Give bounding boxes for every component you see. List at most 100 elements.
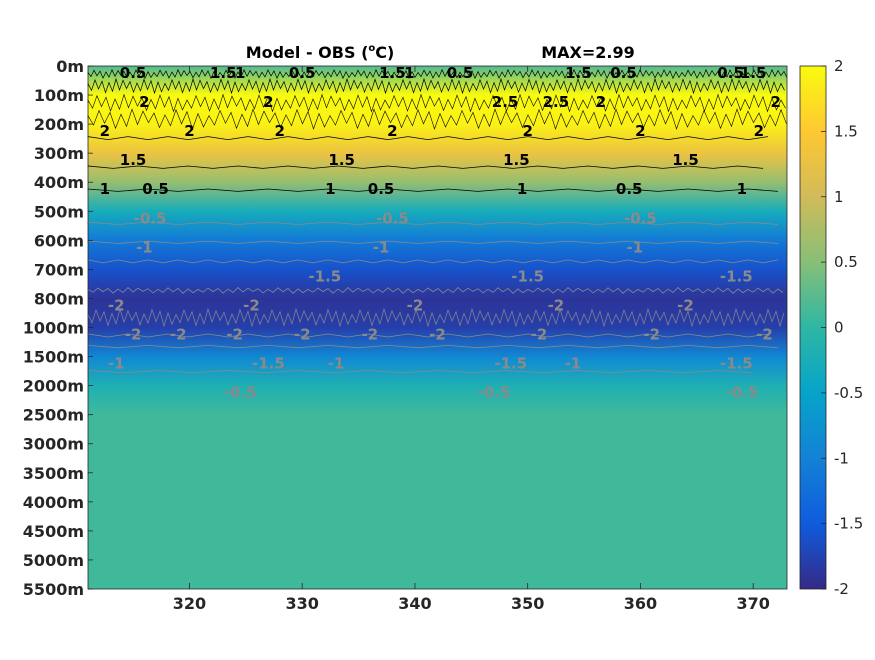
contour-label: 2 — [139, 93, 149, 111]
y-tick-label: 200m — [34, 115, 84, 134]
y-tick-label: 2000m — [23, 377, 84, 396]
contour-label: 2 — [387, 122, 397, 140]
contour-label: -2 — [125, 326, 142, 344]
contour-label: -1.5 — [720, 355, 753, 373]
contour-line-2-upper — [87, 108, 787, 130]
contour-line-neg-1-lower — [87, 344, 779, 349]
y-axis: 0m 100m 200m 300m 400m 500m 600m 700m 800m 1000m 1… — [23, 57, 93, 599]
y-tick-label: 800m — [34, 289, 84, 308]
x-tick-label: 320 — [173, 594, 206, 613]
colorbar-tick-label: 2 — [834, 57, 844, 75]
contour-label: -2 — [170, 326, 187, 344]
contour-line-1-5-lower — [87, 136, 769, 141]
contour-label: 1.5 — [565, 64, 592, 82]
contour-label: 0.5 — [447, 64, 474, 82]
colorbar-ticks: 2 1.5 1 0.5 0 -0.5 -1 -1.5 -2 — [821, 57, 863, 598]
contour-line-1-5 — [87, 77, 785, 95]
contour-label: 1.5 — [379, 64, 406, 82]
y-tick-label: 0m — [56, 57, 84, 76]
contour-label: 0.5 — [368, 180, 395, 198]
x-tick-label: 370 — [736, 594, 769, 613]
contour-line-neg-0-5-lower — [87, 370, 754, 374]
contour-label: -2 — [362, 326, 379, 344]
contour-label: -1.5 — [720, 267, 753, 285]
colorbar-tick-label: -1 — [834, 449, 849, 467]
contour-label: 1.5 — [740, 64, 767, 82]
contour-line-neg-0-5 — [87, 221, 779, 225]
colorbar-tick-label: 1 — [834, 188, 844, 206]
contour-label: -0.5 — [376, 209, 409, 227]
contour-label: -1.5 — [308, 267, 341, 285]
contour-line-2-5 — [87, 93, 786, 113]
contour-label: 1.5 — [503, 151, 530, 169]
contour-label: -1 — [564, 355, 581, 373]
contour-lines — [87, 68, 788, 374]
contour-label: 0.5 — [120, 64, 147, 82]
contour-line-1 — [87, 165, 764, 169]
y-tick-label: 5500m — [23, 580, 84, 599]
y-tick-label: 1000m — [23, 319, 84, 338]
colorbar-tick-label: -1.5 — [834, 515, 863, 533]
contour-label: 1 — [737, 180, 747, 198]
contour-label: 2 — [263, 93, 273, 111]
contour-label: -1 — [108, 355, 125, 373]
title-unit: C) — [375, 43, 394, 62]
contour-label: -2 — [677, 296, 694, 314]
contour-label: -0.5 — [224, 384, 257, 402]
contour-line-0-5 — [87, 188, 779, 192]
contour-line-neg-2-upper — [87, 287, 784, 294]
contour-label: 2 — [770, 93, 780, 111]
y-tick-label: 3500m — [23, 464, 84, 483]
contour-label: -1.5 — [252, 355, 285, 373]
contour-label: -1 — [136, 238, 153, 256]
contour-label: 0.5 — [717, 64, 744, 82]
contour-label: 1 — [325, 180, 335, 198]
x-tick-label: 330 — [286, 594, 319, 613]
contour-label: 1 — [517, 180, 527, 198]
contour-line-neg-2-lower — [87, 307, 785, 328]
contour-label: -1 — [328, 355, 345, 373]
contour-label: -0.5 — [624, 209, 657, 227]
contour-line-neg-1 — [87, 240, 779, 244]
x-tick-label: 340 — [398, 594, 431, 613]
contour-label: -1.5 — [511, 267, 544, 285]
contour-label: 2.5 — [492, 93, 519, 111]
contour-label: 0.5 — [289, 64, 316, 82]
contour-label: -1.5 — [494, 355, 527, 373]
y-tick-label: 300m — [34, 144, 84, 163]
colorbar-tick-label: 1.5 — [834, 122, 858, 140]
contour-label: -0.5 — [725, 384, 758, 402]
colorbar: 2 1.5 1 0.5 0 -0.5 -1 -1.5 -2 — [799, 57, 863, 598]
contour-label: -2 — [226, 326, 243, 344]
contour-label: 1 — [100, 180, 110, 198]
contour-label: -2 — [407, 296, 424, 314]
contour-label: 2 — [754, 122, 764, 140]
contour-label: -0.5 — [477, 384, 510, 402]
y-tick-label: 400m — [34, 173, 84, 192]
contour-label: 2.5 — [543, 93, 570, 111]
y-tick-label: 600m — [34, 231, 84, 250]
contour-line-neg-1-5 — [87, 259, 779, 264]
title-degree: o — [368, 43, 375, 54]
x-tick-label: 350 — [511, 594, 544, 613]
contour-label: 1.5 — [328, 151, 355, 169]
y-tick-label: 2500m — [23, 406, 84, 425]
contour-label: 2 — [100, 122, 110, 140]
contour-line-surface — [87, 68, 788, 80]
contour-label: 2 — [522, 122, 532, 140]
contour-line-neg-1-5-lower — [87, 333, 769, 338]
contour-label: -2 — [531, 326, 548, 344]
contour-label: 2 — [184, 122, 194, 140]
y-tick-label: 100m — [34, 86, 84, 105]
contour-label: 1.5 — [210, 64, 237, 82]
y-tick-label: 5000m — [23, 551, 84, 570]
contour-label: -1 — [626, 238, 643, 256]
x-axis: 320 330 340 350 360 370 — [173, 66, 770, 613]
colorbar-tick-label: 0 — [834, 319, 844, 337]
y-tick-label: 3000m — [23, 435, 84, 454]
y-tick-label: 4500m — [23, 522, 84, 541]
contour-label: 0.5 — [142, 180, 169, 198]
chart-title: Model - OBS (oC) — [246, 43, 395, 62]
